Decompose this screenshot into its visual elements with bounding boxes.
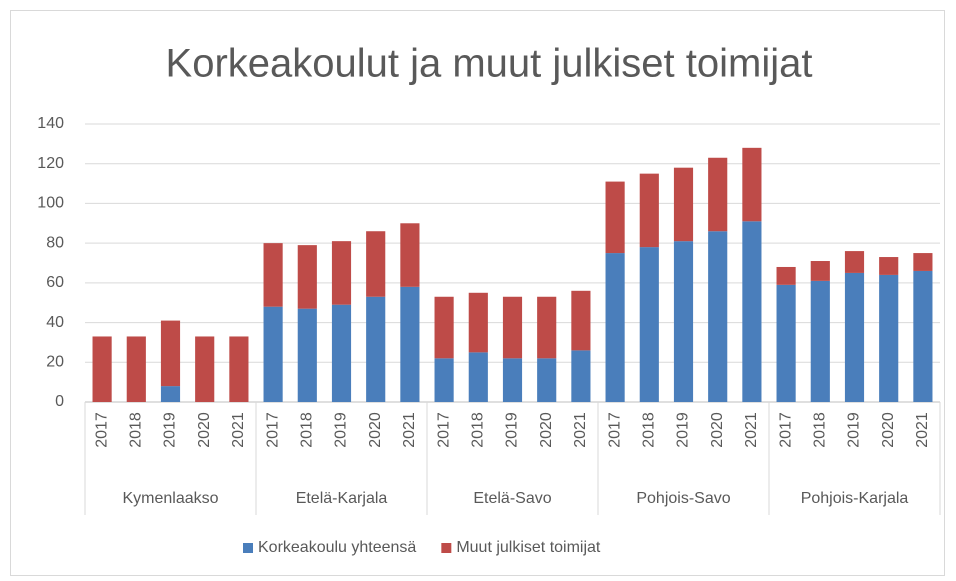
y-tick-label: 100 (37, 195, 64, 212)
bar-segment (160, 320, 181, 387)
x-tick-label: 2017 (435, 412, 452, 448)
x-tick-label: 2018 (299, 412, 316, 448)
bar-segment (913, 270, 933, 402)
group-label: Etelä-Savo (473, 490, 551, 507)
x-tick-label: 2021 (401, 412, 418, 448)
bar-segment (160, 386, 181, 402)
bar-segment (92, 336, 112, 402)
x-tick-label: 2019 (162, 412, 179, 448)
bar-segment (571, 350, 591, 402)
y-tick-label: 20 (46, 354, 64, 371)
y-tick-label: 80 (46, 234, 64, 251)
group-label: Pohjois-Karjala (801, 490, 909, 507)
x-tick-label: 2020 (196, 412, 213, 448)
y-tick-label: 120 (37, 155, 64, 172)
bar-segment (537, 296, 557, 359)
bar-segment (229, 336, 249, 402)
bar-segment (742, 221, 762, 402)
bar-segment (502, 358, 523, 402)
bar-segment (537, 358, 557, 402)
bar-segment (810, 261, 830, 281)
bar-segment (844, 272, 865, 402)
x-tick-label: 2021 (743, 412, 760, 448)
x-tick-label: 2017 (93, 412, 110, 448)
bar-segment (502, 296, 523, 359)
bar-segment (366, 231, 386, 297)
x-tick-label: 2018 (641, 412, 658, 448)
bar-segment (776, 266, 796, 285)
bar-segment (879, 257, 899, 275)
bar-segment (366, 296, 386, 402)
bar-segment (776, 284, 796, 402)
legend-label: Korkeakoulu yhteensä (258, 539, 416, 556)
legend-swatch (441, 543, 452, 553)
x-tick-label: 2020 (538, 412, 555, 448)
y-tick-label: 0 (55, 393, 64, 410)
legend-swatch (243, 543, 253, 553)
bar-segment (708, 157, 728, 232)
x-tick-label: 2017 (606, 412, 623, 448)
y-tick-label: 140 (37, 115, 64, 132)
bar-segment (673, 241, 694, 402)
x-tick-label: 2021 (230, 412, 247, 448)
bar-segment (331, 304, 352, 402)
x-tick-label: 2017 (264, 412, 281, 448)
bar-segment (708, 231, 728, 402)
bar-segment (879, 274, 899, 402)
chart-title: Korkeakoulut ja muut julkiset toimijat (166, 42, 813, 86)
x-tick-label: 2020 (709, 412, 726, 448)
bar-segment (126, 336, 146, 402)
bar-segment (297, 245, 317, 309)
bar-segment (400, 286, 420, 402)
bar-segment (331, 241, 352, 305)
x-tick-label: 2017 (777, 412, 794, 448)
x-tick-label: 2019 (504, 412, 521, 448)
bar-segment (605, 181, 625, 254)
bar-segment (400, 223, 420, 287)
bar-segment (639, 173, 659, 248)
x-tick-label: 2019 (333, 412, 350, 448)
bar-segment (468, 352, 488, 402)
group-label: Kymenlaakso (122, 490, 218, 507)
bar-segment (297, 308, 317, 402)
bar-segment (639, 247, 659, 402)
bar-segment (605, 253, 625, 402)
x-tick-label: 2018 (470, 412, 487, 448)
bar-segment (810, 280, 830, 402)
x-tick-label: 2019 (675, 412, 692, 448)
x-tick-label: 2020 (367, 412, 384, 448)
bar-segment (673, 167, 694, 242)
legend-label: Muut julkiset toimijat (456, 539, 601, 556)
bar-segment (468, 292, 488, 353)
bar-segment (844, 251, 865, 273)
bar-segment (742, 147, 762, 222)
y-tick-label: 40 (46, 314, 64, 331)
x-tick-label: 2021 (572, 412, 589, 448)
bar-segment (434, 358, 454, 402)
x-tick-label: 2019 (846, 412, 863, 448)
bar-segment (913, 253, 933, 271)
group-label: Etelä-Karjala (296, 490, 388, 507)
group-label: Pohjois-Savo (636, 490, 730, 507)
bar-segment (263, 306, 283, 402)
bar-segment (571, 290, 591, 351)
bar-segment (195, 336, 215, 402)
x-tick-label: 2021 (914, 412, 931, 448)
x-tick-label: 2020 (880, 412, 897, 448)
bar-segment (263, 243, 283, 307)
bar-segment (434, 296, 454, 359)
y-tick-label: 60 (46, 274, 64, 291)
x-tick-label: 2018 (128, 412, 145, 448)
x-tick-label: 2018 (812, 412, 829, 448)
